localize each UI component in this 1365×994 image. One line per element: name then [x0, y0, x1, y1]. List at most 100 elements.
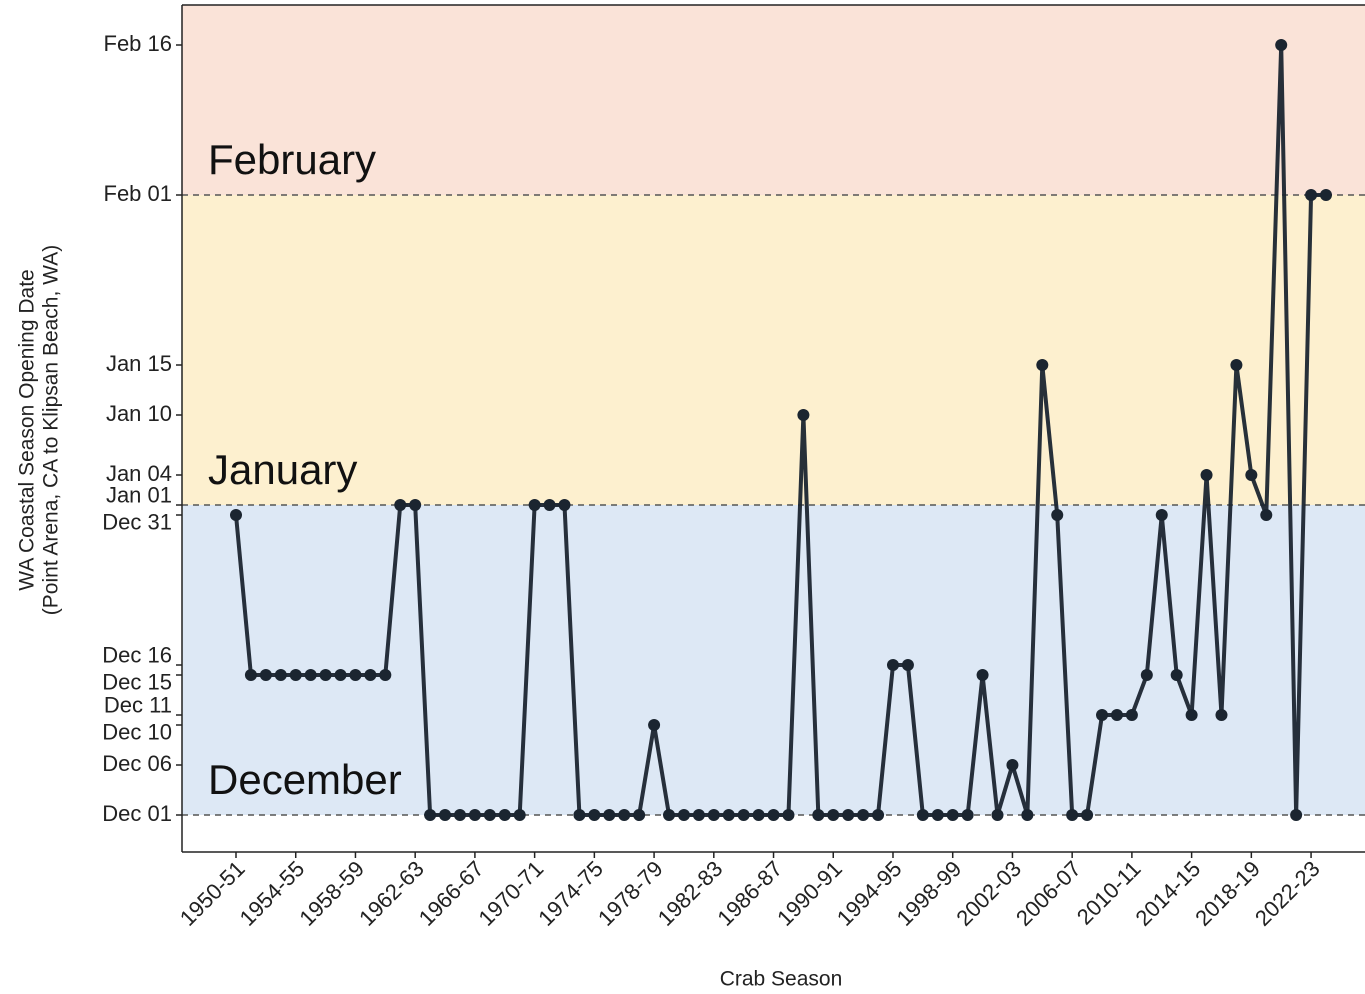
data-point — [901, 659, 914, 671]
data-point — [453, 809, 466, 821]
data-point — [797, 409, 810, 421]
x-tick-label: 1994-95 — [832, 856, 907, 931]
data-point — [483, 809, 496, 821]
data-point — [1140, 669, 1153, 681]
data-point — [767, 809, 780, 821]
data-point — [1245, 469, 1258, 481]
data-point — [677, 809, 690, 821]
x-tick-label: 2014-15 — [1130, 856, 1205, 931]
data-point — [1021, 809, 1034, 821]
y-tick-label: Dec 06 — [102, 751, 172, 776]
y-tick-label: Jan 10 — [106, 401, 172, 426]
data-point — [827, 809, 840, 821]
data-point — [439, 809, 452, 821]
data-point — [424, 809, 437, 821]
data-point — [1170, 669, 1183, 681]
data-point — [648, 719, 661, 731]
data-point — [1066, 809, 1079, 821]
data-point — [1155, 509, 1168, 521]
x-tick-label: 1954-55 — [235, 856, 310, 931]
data-point — [349, 669, 362, 681]
x-tick-label: 1958-59 — [294, 856, 369, 931]
data-point — [498, 809, 511, 821]
data-point — [737, 809, 750, 821]
data-point — [931, 809, 944, 821]
x-tick-label: 2006-07 — [1011, 856, 1086, 931]
y-tick-label: Dec 01 — [102, 801, 172, 826]
data-point — [528, 499, 541, 511]
data-point — [782, 809, 795, 821]
data-point — [1275, 39, 1288, 51]
data-point — [603, 809, 616, 821]
band — [182, 195, 1365, 505]
data-point — [409, 499, 422, 511]
data-point — [588, 809, 601, 821]
data-point — [812, 809, 825, 821]
data-point — [692, 809, 705, 821]
data-point — [304, 669, 317, 681]
x-tick-label: 1966-67 — [414, 856, 489, 931]
x-tick-label: 1990-91 — [772, 856, 847, 931]
data-point — [1320, 189, 1332, 201]
y-tick-label: Dec 15 — [102, 669, 172, 694]
band — [182, 5, 1365, 195]
x-tick-label: 1962-63 — [354, 856, 429, 931]
data-point — [230, 509, 242, 521]
data-point — [946, 809, 959, 821]
band — [182, 505, 1365, 815]
y-tick-label: Feb 01 — [104, 181, 173, 206]
data-point — [573, 809, 586, 821]
data-point — [379, 669, 392, 681]
y-axis-title: WA Coastal Season Opening Date — [16, 269, 39, 590]
data-point — [857, 809, 870, 821]
x-tick-label: 2002-03 — [951, 856, 1026, 931]
x-tick-label: 1986-87 — [712, 856, 787, 931]
data-point — [274, 669, 287, 681]
y-tick-label: Jan 04 — [106, 461, 172, 486]
data-point — [618, 809, 631, 821]
data-point — [916, 809, 929, 821]
y-tick-label: Dec 11 — [104, 692, 172, 717]
data-point — [244, 669, 257, 681]
data-point — [334, 669, 347, 681]
y-tick-label: Feb 16 — [104, 31, 173, 56]
data-point — [1081, 809, 1094, 821]
series-line — [234, 43, 1326, 817]
data-point — [1185, 709, 1198, 721]
data-point — [289, 669, 302, 681]
data-point — [991, 809, 1004, 821]
y-tick-label: Jan 15 — [106, 351, 172, 376]
data-point — [663, 809, 676, 821]
data-point — [1051, 509, 1064, 521]
data-point — [1200, 469, 1213, 481]
x-tick-label: 2022-23 — [1250, 856, 1325, 931]
band-label: February — [208, 136, 376, 183]
data-point — [1305, 189, 1318, 201]
x-axis-title: Crab Season — [720, 968, 843, 991]
data-point — [1290, 809, 1303, 821]
y-axis-title: (Point Arena, CA to Klipsan Beach, WA) — [40, 245, 63, 615]
data-point — [1125, 709, 1138, 721]
y-tick-label: Dec 10 — [102, 719, 172, 744]
data-point — [722, 809, 735, 821]
y-tick-label: Jan 01 — [106, 482, 172, 507]
data-point — [1260, 509, 1273, 521]
data-point — [1110, 709, 1123, 721]
data-point — [319, 669, 332, 681]
data-point — [633, 809, 646, 821]
data-point — [707, 809, 720, 821]
x-tick-label: 1974-75 — [533, 856, 608, 931]
x-tick-label: 1978-79 — [593, 856, 668, 931]
data-point — [543, 499, 556, 511]
data-point — [1096, 709, 1109, 721]
data-point — [1036, 359, 1049, 371]
data-point — [872, 809, 885, 821]
data-point — [394, 499, 407, 511]
data-point — [842, 809, 855, 821]
data-point — [1230, 359, 1243, 371]
x-tick-label: 1950-51 — [175, 856, 250, 931]
x-tick-label: 1970-71 — [473, 856, 548, 931]
data-point — [558, 499, 571, 511]
